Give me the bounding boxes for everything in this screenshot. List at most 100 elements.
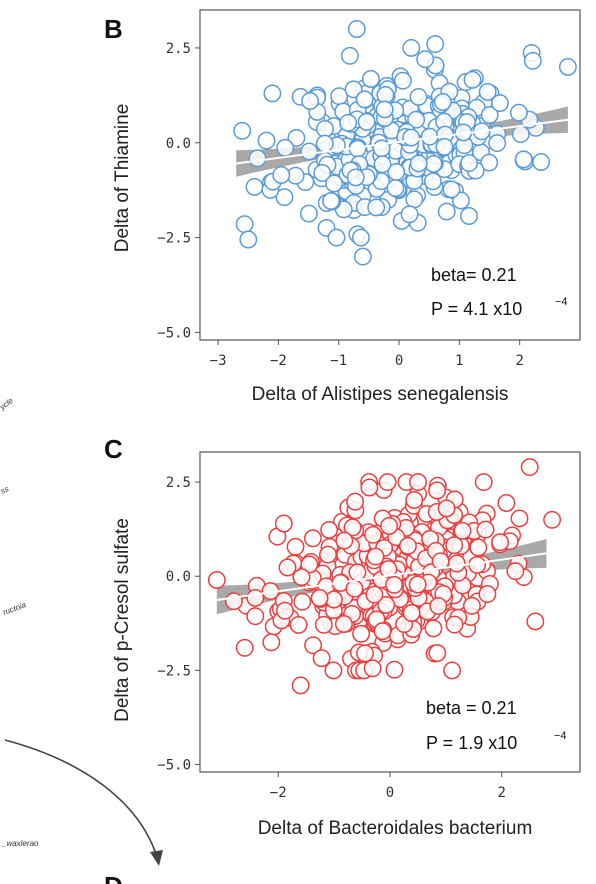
- scatter-point: [386, 179, 405, 198]
- p-value-label: P = 4.1 x10: [431, 299, 522, 319]
- scatter-point: [476, 520, 495, 539]
- scatter-point: [351, 228, 370, 247]
- scatter-point: [363, 659, 382, 678]
- scatter-point: [385, 660, 404, 679]
- scatter-point: [431, 552, 450, 571]
- scatter-point: [235, 638, 254, 657]
- scatter-point: [316, 119, 334, 138]
- scatter-point: [293, 592, 312, 611]
- panel-b-letter: B: [104, 14, 123, 44]
- y-tick-label: −5.0: [157, 757, 191, 773]
- scatter-point: [262, 633, 281, 652]
- regression-line: [236, 118, 569, 165]
- scatter-point: [366, 547, 385, 566]
- scatter-point: [272, 166, 291, 184]
- scatter-point: [246, 607, 265, 626]
- scatter-point: [339, 113, 358, 132]
- scatter-point: [340, 46, 359, 65]
- scatter-point: [514, 150, 533, 169]
- x-tick-label: −1: [330, 353, 347, 369]
- scatter-point: [245, 177, 264, 196]
- x-tick-label: 1: [455, 353, 463, 369]
- scatter-point: [377, 595, 396, 614]
- panel-b: B 2.5 0.0 −2.5 −5.0 −3 −2 −1 0 1 2 Delta of Thia…: [104, 9, 581, 405]
- curved-arrow: [4, 739, 159, 861]
- scatter-point: [324, 661, 343, 680]
- x-tick-label: 2: [498, 785, 506, 801]
- scatter-point: [375, 100, 394, 119]
- scatter-point: [365, 585, 384, 604]
- scatter-point: [543, 510, 562, 529]
- scatter-point: [380, 517, 399, 535]
- scatter-point: [526, 612, 545, 631]
- scatter-point: [274, 514, 293, 533]
- scatter-point: [378, 473, 397, 492]
- scatter-point: [239, 230, 258, 249]
- scatter-point: [463, 70, 482, 89]
- scatter-point: [393, 71, 412, 90]
- y-tick-label: 0.0: [166, 569, 191, 585]
- scatter-point: [398, 536, 417, 555]
- scatter-point: [291, 676, 310, 695]
- scatter-point: [373, 155, 392, 174]
- y-tick-label: −2.5: [157, 663, 191, 679]
- scatter-point: [433, 93, 452, 111]
- scatter-point: [327, 228, 346, 247]
- y-axis-title: Delta of p-Cresol sulfate: [112, 518, 133, 722]
- scatter-point: [460, 154, 479, 173]
- y-tick-label: −2.5: [157, 231, 191, 247]
- scatter-point: [207, 571, 226, 589]
- scatter-point: [286, 537, 305, 556]
- scatter-point: [301, 92, 320, 110]
- scatter-point: [275, 601, 294, 620]
- scatter-point: [447, 554, 466, 573]
- scatter-point: [346, 492, 365, 511]
- scatter-point: [445, 536, 464, 555]
- scatter-point: [511, 125, 530, 144]
- scatter-point: [361, 70, 380, 88]
- scatter-point: [275, 188, 294, 207]
- scatter-point: [558, 57, 577, 76]
- scatter-point: [379, 560, 398, 579]
- x-tick-label: −2: [270, 785, 287, 801]
- scatter-point: [352, 624, 371, 643]
- data-points: [233, 20, 577, 266]
- beta-label: beta= 0.21: [431, 265, 517, 285]
- y-tick-label: 2.5: [166, 475, 191, 491]
- scatter-point: [320, 520, 339, 539]
- scatter-point: [429, 597, 448, 615]
- scatter-point: [435, 137, 454, 156]
- scatter-point: [416, 50, 435, 69]
- scatter-point: [478, 585, 497, 604]
- scatter-point: [300, 142, 319, 161]
- scatter-point: [343, 518, 362, 537]
- y-tick-label: −5.0: [157, 325, 191, 341]
- scatter-point: [357, 112, 376, 131]
- scatter-point: [474, 473, 493, 492]
- scatter-point: [325, 174, 344, 193]
- scatter-point: [319, 545, 337, 564]
- y-tick-label: 0.0: [166, 136, 191, 152]
- scatter-point: [303, 529, 322, 548]
- scatter-point: [278, 558, 297, 577]
- p-value-label: P = 1.9 x10: [426, 733, 517, 753]
- scatter-point: [276, 138, 295, 157]
- scatter-point: [428, 481, 447, 500]
- arrow-head-icon: [150, 850, 163, 866]
- scatter-point: [348, 563, 367, 582]
- scatter-point: [520, 458, 539, 477]
- scatter-point: [480, 153, 499, 172]
- scatter-point: [373, 622, 392, 641]
- y-axis-title: Delta of Thiamine: [112, 104, 133, 253]
- data-points: [207, 458, 562, 695]
- scatter-point: [289, 615, 308, 634]
- left-fragments: ycle ss ructoia _waxlerao D: [0, 396, 163, 884]
- panel-d-letter: D: [104, 871, 123, 884]
- scatter-point: [315, 134, 334, 153]
- scatter-point: [287, 128, 306, 147]
- scatter-point: [334, 615, 353, 633]
- x-axis-title: Delta of Alistipes senegalensis: [252, 384, 509, 405]
- scatter-point: [402, 128, 421, 147]
- scatter-point: [400, 205, 419, 224]
- p-value-exponent: −4: [555, 296, 568, 308]
